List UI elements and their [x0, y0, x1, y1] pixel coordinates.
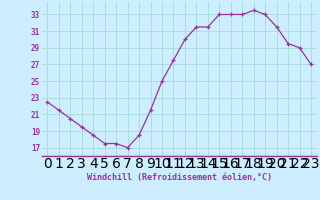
- X-axis label: Windchill (Refroidissement éolien,°C): Windchill (Refroidissement éolien,°C): [87, 173, 272, 182]
